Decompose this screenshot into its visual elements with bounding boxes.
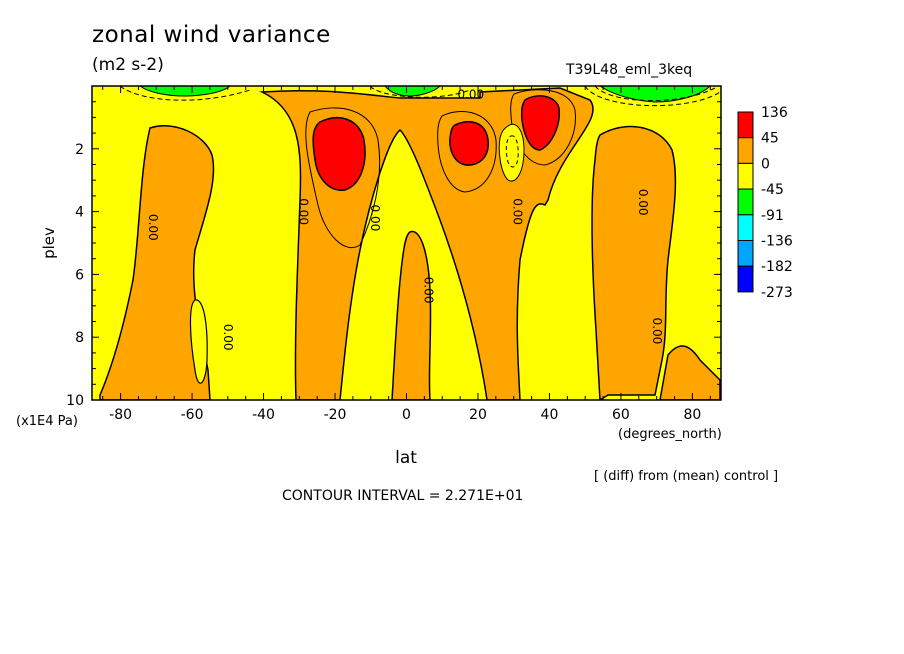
yellow-hole-south xyxy=(189,299,208,384)
red-maximum-south xyxy=(312,117,366,191)
orange-region-north-east xyxy=(659,345,721,400)
y-tick-label: 2 xyxy=(75,142,84,158)
negative-region-south xyxy=(139,86,231,97)
contour-label: 0.00 xyxy=(511,198,525,225)
orange-region-equator xyxy=(391,230,432,400)
dashed-contour-lens xyxy=(505,135,519,168)
x-tick-label: -60 xyxy=(181,407,204,423)
orange-region-north xyxy=(591,125,677,400)
run-label: T39L48_eml_3keq xyxy=(566,62,693,78)
yellow-lens xyxy=(498,123,525,182)
x-tick-label: 40 xyxy=(541,407,559,423)
colorbar-label: 136 xyxy=(761,105,788,121)
colorbar-label: -91 xyxy=(761,208,784,224)
colorbar-label: 0 xyxy=(761,156,770,172)
colorbar-swatch xyxy=(737,137,754,164)
contour-label: 0.00 xyxy=(421,277,435,304)
contour-labels: 0.00 0.00 0.00 0.00 0.00 0.00 0.00 0.00 0.00 xyxy=(146,88,664,351)
contour-label: 0.00 xyxy=(650,318,664,345)
colorbar-label: -273 xyxy=(761,285,793,301)
contour-interval: CONTOUR INTERVAL = 2.271E+01 xyxy=(282,488,524,504)
contour-label: 0.00 xyxy=(146,214,160,241)
colorbar: 136 45 0 -45 -91 -136 -182 -273 xyxy=(737,105,793,301)
pressure-unit-label: (x1E4 Pa) xyxy=(16,414,78,429)
colorbar-swatch xyxy=(737,188,754,216)
contour-label: 0.00 xyxy=(221,324,235,351)
colorbar-label: 45 xyxy=(761,131,779,147)
negative-region-equator xyxy=(384,86,441,97)
colorbar-swatch xyxy=(737,265,754,293)
x-tick-label: 20 xyxy=(469,407,487,423)
x-tick-label: 0 xyxy=(402,407,411,423)
diff-note: [ (diff) from (mean) control ] xyxy=(594,469,779,484)
contour-label: 0.00 xyxy=(368,205,382,232)
y-tick-label: 8 xyxy=(75,330,84,346)
colorbar-label: -182 xyxy=(761,259,793,275)
y-tick-label: 10 xyxy=(66,393,84,409)
x-tick-label: 60 xyxy=(612,407,630,423)
red-maximum-central xyxy=(449,121,489,166)
colorbar-label: -136 xyxy=(761,234,793,250)
dashed-negative-contours xyxy=(119,86,721,107)
x-tick-label: 80 xyxy=(683,407,701,423)
x-tick-label: -80 xyxy=(109,407,132,423)
y-tick-label: 4 xyxy=(75,205,84,221)
contour-label: 0.00 xyxy=(636,189,650,216)
chart-units: (m2 s-2) xyxy=(92,55,164,75)
x-axis-label: lat xyxy=(395,448,417,468)
colorbar-swatch xyxy=(737,240,754,267)
x-axis-unit: (degrees_north) xyxy=(618,427,722,442)
x-tick-label: -20 xyxy=(324,407,347,423)
colorbar-swatch xyxy=(737,214,754,242)
colorbar-swatch xyxy=(737,111,754,139)
contour-label: 0.00 xyxy=(296,198,310,225)
contour-fill xyxy=(92,86,721,400)
colorbar-label: -45 xyxy=(761,182,784,198)
y-tick-label: 6 xyxy=(75,267,84,283)
contour-label: 0.00 xyxy=(457,88,484,102)
inner-contour-south xyxy=(305,107,381,248)
x-tick-label: -40 xyxy=(252,407,275,423)
inner-contour-central xyxy=(437,110,497,193)
y-axis-label: plev xyxy=(40,227,58,259)
chart-title: zonal wind variance xyxy=(92,22,331,48)
colorbar-swatch xyxy=(737,162,754,190)
x-axis: -80 -60 -40 -20 0 20 40 60 80 xyxy=(102,86,711,423)
inner-contour-north xyxy=(510,89,576,166)
y-axis: 2 4 6 8 10 xyxy=(66,101,721,409)
red-maximum-north xyxy=(520,95,560,151)
